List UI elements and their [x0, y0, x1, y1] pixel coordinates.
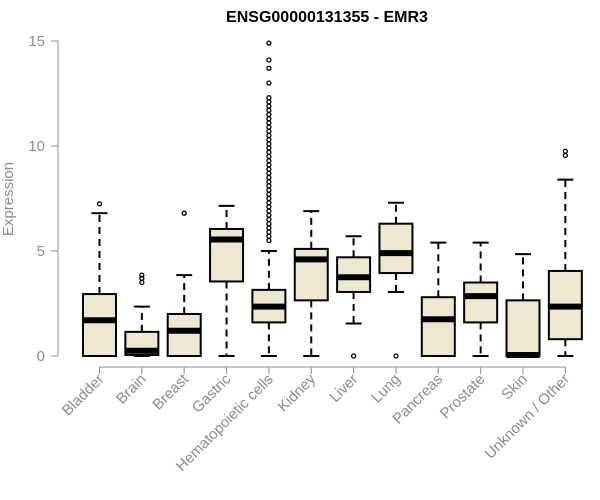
outlier-point: [266, 95, 272, 101]
box: [505, 299, 541, 358]
x-tick-label: Brain: [113, 371, 150, 408]
outlier-point: [266, 141, 272, 147]
outlier-point: [266, 132, 272, 139]
outlier-point: [266, 179, 272, 185]
outlier-point: [266, 103, 272, 109]
outlier-point: [266, 145, 272, 151]
outlier-point: [393, 353, 399, 359]
outlier-point: [266, 65, 272, 71]
outlier-point: [266, 153, 272, 160]
outlier-point: [562, 152, 568, 159]
outlier-point: [266, 212, 272, 218]
chart-title: ENSG00000131355 - EMR3: [226, 9, 428, 26]
x-tick-label: Skin: [498, 371, 531, 404]
outlier-point: [139, 279, 145, 286]
outlier-point: [266, 195, 272, 202]
outlier-point: [266, 208, 272, 214]
outlier-point: [266, 187, 272, 193]
y-tick-label: 5: [37, 243, 45, 260]
box: [378, 222, 414, 275]
outlier-point: [266, 166, 272, 172]
box: [463, 281, 499, 324]
outlier-point: [266, 124, 272, 130]
outlier-point: [266, 128, 272, 134]
box-prostate: [463, 241, 499, 357]
box-breast: [166, 210, 202, 357]
y-tick-label: 15: [28, 33, 45, 50]
outlier-point: [266, 216, 272, 223]
x-tick-label: Breast: [149, 370, 192, 413]
box-liver: [336, 235, 372, 359]
outlier-point: [266, 233, 272, 239]
outlier-point: [266, 191, 272, 197]
y-tick-label: 10: [28, 138, 45, 155]
outlier-point: [266, 99, 272, 105]
box-unknown-other: [547, 148, 583, 357]
y-tick-label: 0: [37, 348, 45, 365]
box-kidney: [293, 210, 329, 357]
outlier-point: [350, 353, 357, 359]
outlier-point: [266, 40, 272, 46]
x-tick-label: Kidney: [275, 370, 320, 415]
box: [82, 293, 117, 357]
outlier-point: [96, 201, 103, 207]
outlier-point: [266, 80, 272, 86]
x-tick-label: Lung: [368, 371, 404, 407]
outlier-point: [139, 272, 145, 278]
box-pancreas: [420, 241, 456, 358]
outlier-point: [266, 200, 272, 206]
x-tick-label: Bladder: [59, 371, 108, 420]
box: [166, 313, 202, 357]
outlier-point: [266, 229, 272, 235]
box: [420, 296, 456, 358]
y-axis-label: Expression: [0, 162, 17, 236]
outlier-point: [266, 116, 272, 122]
outlier-point: [266, 158, 272, 164]
outlier-point: [266, 174, 272, 181]
box-bladder: [82, 201, 117, 357]
outlier-point: [266, 162, 272, 168]
outlier-point: [562, 148, 568, 154]
outlier-point: [266, 107, 272, 113]
plot-area: [82, 40, 583, 359]
outlier-point: [266, 183, 272, 189]
outlier-point: [266, 237, 272, 244]
outlier-point: [181, 210, 187, 216]
outlier-point: [266, 57, 272, 63]
outlier-point: [266, 137, 272, 143]
outlier-point: [266, 225, 272, 231]
outlier-point: [266, 204, 272, 210]
outlier-point: [266, 111, 272, 118]
outlier-point: [266, 120, 272, 126]
x-tick-label: Liver: [326, 371, 361, 406]
box-hematopoietic-cells: [251, 40, 287, 357]
box-brain: [124, 272, 160, 357]
box-lung: [378, 201, 414, 359]
outlier-point: [266, 149, 272, 155]
outlier-point: [266, 221, 272, 227]
box-gastric: [209, 204, 245, 357]
y-axis: 0 5 10 15: [28, 33, 59, 365]
outlier-point: [139, 275, 145, 281]
x-tick-label: Prostate: [437, 371, 489, 423]
box-skin: [505, 253, 541, 358]
outlier-point: [266, 170, 272, 176]
